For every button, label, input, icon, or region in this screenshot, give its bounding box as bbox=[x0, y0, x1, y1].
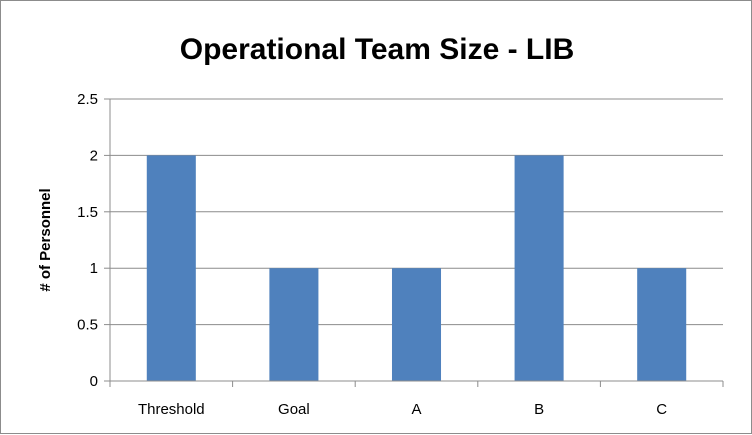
axes bbox=[104, 98, 724, 387]
bar-goal bbox=[269, 268, 319, 381]
y-tick-label: 2 bbox=[90, 147, 98, 164]
x-tick-label: B bbox=[534, 401, 544, 418]
y-tick-label: 1 bbox=[90, 260, 98, 277]
x-tick-label: Threshold bbox=[138, 401, 205, 418]
y-tick-label: 1.5 bbox=[77, 204, 98, 221]
bars bbox=[146, 155, 687, 381]
bar-threshold bbox=[146, 155, 196, 381]
bar-a bbox=[391, 268, 442, 381]
bar-c bbox=[637, 268, 687, 381]
y-axis-label: # of Personnel bbox=[37, 188, 54, 291]
chart-title: Operational Team Size - LIB bbox=[180, 33, 575, 66]
y-tick-label: 2.5 bbox=[77, 91, 98, 108]
x-tick-label: Goal bbox=[278, 401, 310, 418]
tick-labels: 0 0.5 1 1.5 2 2.5 Threshold Goal A B C bbox=[77, 91, 667, 418]
x-tick-label: C bbox=[656, 401, 667, 418]
x-tick-label: A bbox=[411, 401, 421, 418]
bar-b bbox=[514, 155, 564, 381]
gridlines bbox=[110, 98, 723, 326]
y-tick-label: 0 bbox=[90, 373, 98, 390]
y-tick-label: 0.5 bbox=[77, 317, 98, 334]
